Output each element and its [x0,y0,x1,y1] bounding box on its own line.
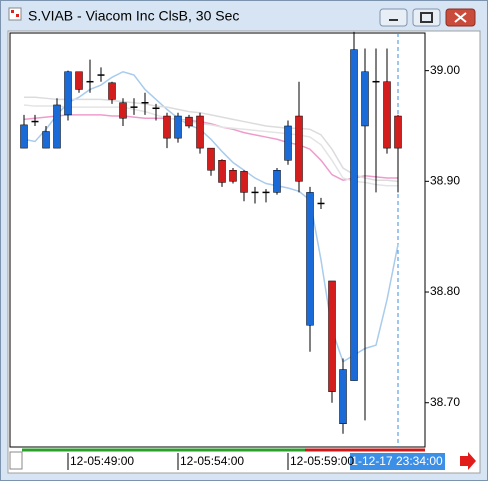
indicator-line [24,96,399,183]
indicator-line [23,104,398,187]
candle-body [196,115,204,149]
candle-body [350,49,358,381]
candle-body [64,71,72,116]
candle-body [218,160,226,183]
scroll-thumb[interactable] [9,451,23,470]
app-icon [8,7,22,21]
candle-body [339,369,347,425]
minimize-button[interactable] [379,8,408,27]
candle-body [240,171,248,193]
y-tick-label: 39.00 [430,63,460,77]
y-tick-label: 38.80 [430,284,460,298]
maximize-icon [420,12,433,23]
y-tick-label: 38.70 [430,395,460,409]
indicator-line [23,114,398,182]
candle-body [394,115,402,149]
cursor-label: 1-12-17 23:34:00 [351,454,443,468]
x-tick-label: 12-05:59:00 [290,454,354,468]
candle-body [20,124,28,149]
candle-body [229,170,237,182]
app-icon-dot [16,14,19,17]
candle-body [273,170,281,193]
x-tick-label: 12-05:49:00 [70,454,134,468]
candle-body [185,116,193,127]
candle-body [119,102,127,119]
candle-body [383,81,391,149]
cursor-label-box [350,453,445,470]
candle-body [361,71,369,127]
candle-body [75,71,83,90]
close-icon [454,12,467,23]
app-icon-dot [11,10,14,13]
candle-body [163,115,171,139]
candle-body [207,147,215,171]
candle-body [306,192,314,326]
candle-body [295,115,303,182]
scroll-right-arrow[interactable] [460,452,476,470]
candle-body [328,280,336,392]
candle-body [53,104,61,149]
y-tick-label: 38.90 [430,174,460,188]
x-tick-label: 12-05:54:00 [180,454,244,468]
candle-body [174,115,182,139]
window-title: S.VIAB - Viacom Inc ClsB, 30 Sec [28,8,239,24]
candle-body [42,131,50,149]
candle-body [284,125,292,161]
maximize-button[interactable] [412,8,441,27]
candle-body [108,82,116,100]
